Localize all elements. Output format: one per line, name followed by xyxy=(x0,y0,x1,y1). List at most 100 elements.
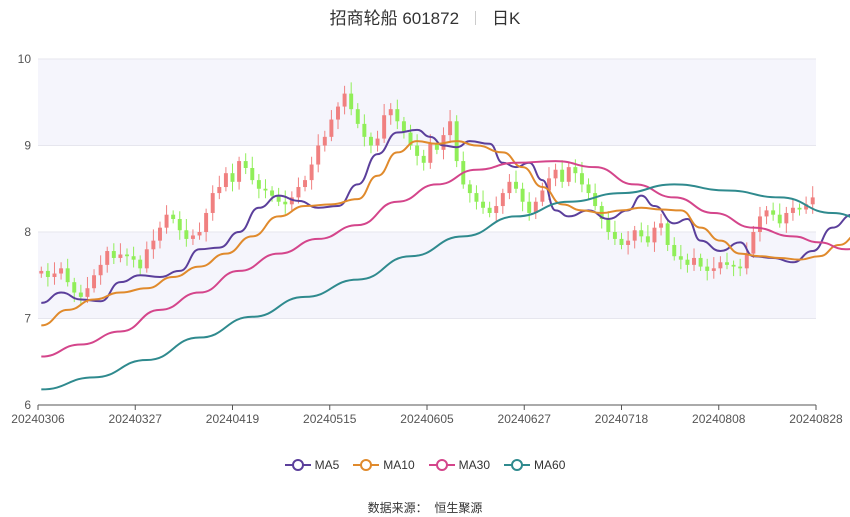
candle-body xyxy=(757,216,762,232)
candle-body xyxy=(223,173,228,188)
legend-item-ma30[interactable]: MA30 xyxy=(428,458,491,472)
candle-body xyxy=(665,223,670,245)
candle-body xyxy=(434,143,439,150)
source-label: 数据来源： xyxy=(367,501,428,515)
candle-body xyxy=(250,167,255,181)
candle-body xyxy=(771,210,776,215)
candle-body xyxy=(790,207,795,213)
legend-label: MA30 xyxy=(458,458,491,472)
candle-body xyxy=(751,232,756,254)
candle-body xyxy=(92,275,97,289)
candle-body xyxy=(395,109,400,122)
candle-body xyxy=(349,93,354,110)
candle-body xyxy=(619,238,624,245)
candle-body xyxy=(415,145,420,156)
candle-body xyxy=(210,193,215,213)
candle-body xyxy=(197,232,202,236)
candle-body xyxy=(303,180,308,188)
y-axis: 6 7 8 9 10 xyxy=(18,52,32,412)
candle-body xyxy=(157,227,162,241)
legend-swatch xyxy=(284,459,311,471)
candle-body xyxy=(428,143,433,163)
x-tick-label: 20240828 xyxy=(789,412,843,426)
candle-body xyxy=(65,268,70,283)
candle-body xyxy=(316,145,321,165)
candle-body xyxy=(243,161,248,168)
candle-body xyxy=(362,123,367,137)
candle-body xyxy=(487,207,492,213)
candle-body xyxy=(725,262,729,265)
candle-body xyxy=(125,254,129,257)
candle-body xyxy=(533,201,538,213)
candle-body xyxy=(560,169,565,182)
candle-body xyxy=(540,190,545,202)
candle-body xyxy=(322,136,327,146)
candle-body xyxy=(375,138,380,146)
legend-swatch-circle xyxy=(435,459,448,471)
legend-item-ma60[interactable]: MA60 xyxy=(504,458,565,472)
candle-body xyxy=(692,257,697,265)
x-tick-label: 20240306 xyxy=(11,412,65,426)
candle-body xyxy=(144,249,149,269)
chart-title-name: 招商轮船 601872 xyxy=(329,9,460,28)
legend-swatch xyxy=(353,459,380,471)
legend-item-ma10[interactable]: MA10 xyxy=(353,458,415,472)
legend-label: MA10 xyxy=(383,458,415,472)
candle-body xyxy=(698,257,703,267)
candle-body xyxy=(329,119,334,137)
candle-body xyxy=(705,266,710,271)
candle-body xyxy=(514,181,518,189)
candle-body xyxy=(289,197,294,205)
candle-body xyxy=(652,227,657,243)
candle-body xyxy=(467,184,472,194)
candle-body xyxy=(401,121,406,133)
candle-body xyxy=(138,259,143,269)
candle-body xyxy=(151,240,156,250)
legend-swatch xyxy=(428,459,455,471)
candle-body xyxy=(494,206,499,213)
candle-body xyxy=(131,256,136,260)
x-tick-label: 20240515 xyxy=(303,412,357,426)
candle-body xyxy=(718,262,723,269)
series-line-ma5 xyxy=(41,128,850,304)
candle-body xyxy=(111,251,116,258)
x-tick-label: 20240718 xyxy=(595,412,649,426)
legend: MA5 MA10 MA30 MA60 xyxy=(0,458,850,472)
candle-body xyxy=(296,187,301,198)
y-tick-label: 9 xyxy=(24,139,31,153)
candle-body xyxy=(810,197,815,205)
title-separator xyxy=(475,11,477,25)
series-line-ma10 xyxy=(41,140,850,327)
candle-body xyxy=(421,155,426,163)
candle-body xyxy=(711,268,716,271)
data-source: 数据来源： 恒生聚源 xyxy=(0,499,850,516)
candle-body xyxy=(105,251,110,265)
y-tick-label: 8 xyxy=(24,225,31,239)
x-tick-label: 20240605 xyxy=(400,412,454,426)
candle-body xyxy=(626,240,631,245)
series-line-ma60 xyxy=(41,183,850,391)
candle-body xyxy=(388,109,393,116)
candle-body xyxy=(784,212,789,224)
source-value: 恒生聚源 xyxy=(434,501,483,515)
candle-body xyxy=(804,204,809,210)
candle-body xyxy=(573,167,578,174)
candle-body xyxy=(382,115,387,139)
candle-body xyxy=(52,273,57,277)
candle-body xyxy=(606,219,611,232)
candle-body xyxy=(481,201,486,208)
candle-body xyxy=(645,236,650,243)
candle-body xyxy=(78,292,83,297)
candle-body xyxy=(336,106,340,120)
legend-item-ma5[interactable]: MA5 xyxy=(284,458,339,472)
plot-band-upper xyxy=(38,59,816,146)
y-tick-label: 7 xyxy=(24,312,31,326)
legend-swatch-circle xyxy=(511,459,524,471)
candle-body xyxy=(256,180,261,189)
candle-body xyxy=(546,178,551,191)
candle-body xyxy=(553,169,558,179)
candle-body xyxy=(731,264,736,267)
candle-body xyxy=(500,193,505,207)
candle-body xyxy=(474,193,479,202)
